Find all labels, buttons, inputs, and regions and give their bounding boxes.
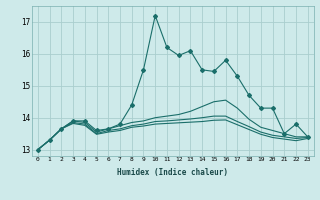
X-axis label: Humidex (Indice chaleur): Humidex (Indice chaleur) (117, 168, 228, 177)
